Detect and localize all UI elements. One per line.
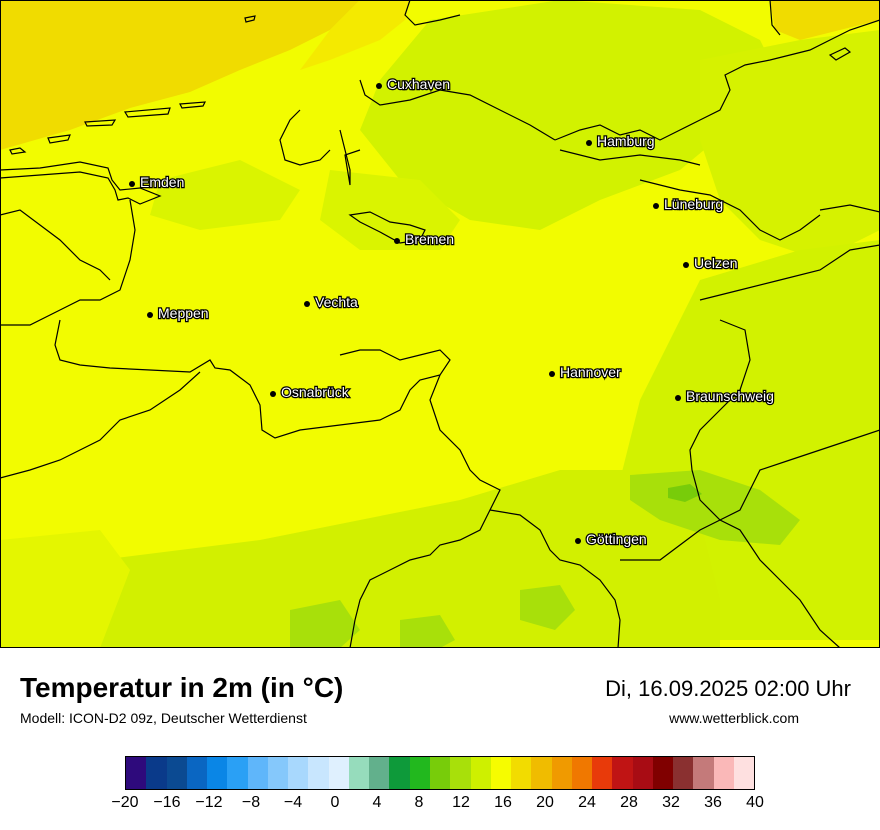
- color-swatch: [429, 757, 451, 789]
- scale-tick-label: −16: [153, 794, 181, 811]
- city-label: Lüneburg: [664, 196, 723, 212]
- cool-spot-south-2: [400, 615, 455, 648]
- city-lueneburg: Lüneburg: [653, 195, 724, 213]
- map-title: Temperatur in 2m (in °C): [20, 672, 344, 703]
- city-label: Osnabrück: [281, 384, 350, 400]
- map-footer: Temperatur in 2m (in °C) Modell: ICON-D2…: [0, 648, 880, 830]
- color-swatch: [592, 757, 613, 789]
- city-label: Cuxhaven: [387, 76, 450, 92]
- cooler-zone-southwest: [0, 530, 130, 648]
- city-label: Braunschweig: [686, 388, 774, 404]
- color-swatch: [186, 757, 208, 789]
- city-hamburg: Hamburg: [586, 132, 656, 150]
- scale-tick-label: 16: [494, 794, 512, 811]
- color-swatch: [531, 757, 552, 789]
- city-goettingen: Göttingen: [575, 530, 648, 548]
- color-scale: [125, 756, 755, 790]
- color-swatch: [450, 757, 471, 789]
- color-swatch: [328, 757, 349, 789]
- color-swatch: [713, 757, 734, 789]
- valid-time: Di, 16.09.2025 02:00 Uhr: [605, 676, 851, 701]
- scale-tick-label: 0: [330, 794, 340, 811]
- color-swatch: [733, 757, 755, 789]
- scale-tick-label: 28: [620, 794, 638, 811]
- color-swatch: [673, 757, 694, 789]
- city-cuxhaven: Cuxhaven: [376, 75, 451, 93]
- scale-tick-label: 12: [452, 794, 470, 811]
- color-swatch: [227, 757, 248, 789]
- city-label: Bremen: [405, 231, 454, 247]
- model-info: Modell: ICON-D2 09z, Deutscher Wetterdie…: [20, 710, 307, 726]
- scale-tick-label: 20: [536, 794, 554, 811]
- color-swatch: [389, 757, 410, 789]
- baltic-warm-area: [770, 0, 880, 40]
- color-swatch: [308, 757, 329, 789]
- color-swatch: [369, 757, 390, 789]
- color-swatch: [470, 757, 491, 789]
- color-swatch: [511, 757, 532, 789]
- color-scale-ticks: −20 −16 −12 −8 −4 0 4 8 12 16 20 24 28 32 36 40: [100, 794, 780, 818]
- color-swatch: [348, 757, 370, 789]
- temperature-map: Cuxhaven Hamburg Emden Lüneburg Bremen U…: [0, 0, 880, 648]
- city-osnabrueck: Osnabrück: [270, 383, 351, 401]
- color-swatch: [551, 757, 572, 789]
- website-link[interactable]: www.wetterblick.com: [669, 710, 799, 726]
- scale-tick-label: −8: [241, 794, 261, 811]
- cooler-zone-elbe: [150, 160, 300, 230]
- cool-spot-south-3: [520, 585, 575, 630]
- city-label: Emden: [140, 174, 184, 190]
- color-swatch: [632, 757, 653, 789]
- borders: [0, 0, 880, 648]
- city-vechta: Vechta: [304, 293, 359, 311]
- color-swatch: [267, 757, 289, 789]
- city-braunschweig: Braunschweig: [675, 387, 775, 405]
- color-swatch: [288, 757, 309, 789]
- scale-tick-label: 32: [662, 794, 680, 811]
- city-label: Vechta: [315, 294, 358, 310]
- color-swatch: [652, 757, 674, 789]
- scale-tick-label: 8: [414, 794, 424, 811]
- north-sea-warm-area: [0, 0, 360, 150]
- cooler-zone-north: [360, 0, 780, 230]
- scale-tick-label: 24: [578, 794, 596, 811]
- city-emden: Emden: [129, 173, 186, 191]
- city-label: Uelzen: [694, 255, 738, 271]
- cool-spot-south: [290, 600, 360, 648]
- scale-tick-label: −20: [111, 794, 139, 811]
- color-swatch: [571, 757, 593, 789]
- color-swatch: [207, 757, 228, 789]
- scale-tick-label: 40: [746, 794, 764, 811]
- city-markers: Cuxhaven Hamburg Emden Lüneburg Bremen U…: [129, 75, 775, 548]
- city-label: Meppen: [158, 305, 209, 321]
- cooler-zone-northeast: [700, 30, 880, 260]
- scale-tick-label: −12: [195, 794, 223, 811]
- scale-tick-label: −4: [283, 794, 303, 811]
- color-swatch: [126, 757, 147, 789]
- city-bremen: Bremen: [394, 230, 455, 248]
- cool-spot-harz: [668, 484, 702, 502]
- city-meppen: Meppen: [147, 304, 210, 322]
- city-label: Hannover: [560, 364, 621, 380]
- color-swatch: [490, 757, 512, 789]
- color-swatch: [146, 757, 167, 789]
- city-label: Hamburg: [597, 133, 655, 149]
- color-swatch: [612, 757, 633, 789]
- scale-tick-label: 36: [704, 794, 722, 811]
- color-swatch: [166, 757, 187, 789]
- city-label: Göttingen: [586, 531, 647, 547]
- scale-tick-label: 4: [372, 794, 382, 811]
- city-uelzen: Uelzen: [683, 254, 739, 272]
- color-swatch: [247, 757, 268, 789]
- color-swatch: [693, 757, 714, 789]
- north-sea-warm-area-2: [300, 0, 410, 70]
- city-hannover: Hannover: [549, 363, 622, 381]
- color-swatch: [409, 757, 430, 789]
